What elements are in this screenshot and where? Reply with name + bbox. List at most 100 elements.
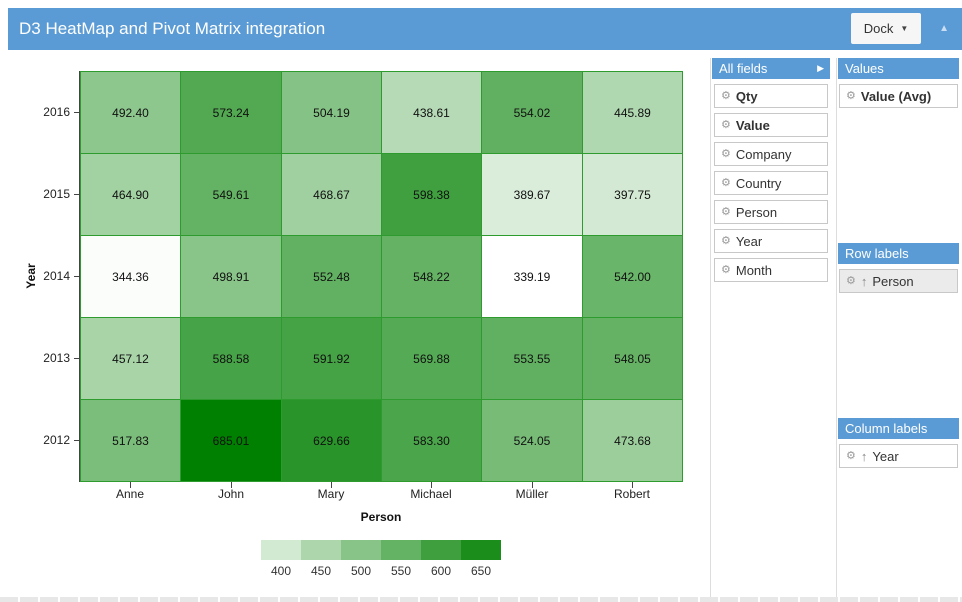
heatmap-cell: 464.90 <box>80 153 181 236</box>
x-tick-label: Müller <box>515 487 549 501</box>
heatmap-cell: 588.58 <box>180 317 282 400</box>
legend-swatch <box>421 540 461 560</box>
field-item-month[interactable]: ⚙ Month <box>714 258 828 282</box>
heatmap-cell: 344.36 <box>80 235 181 318</box>
heatmap-cell: 504.19 <box>281 71 382 154</box>
sort-ascending-icon: ↑ <box>860 273 868 289</box>
values-list: ⚙ Value (Avg) <box>838 84 959 108</box>
heatmap-cell: 517.83 <box>80 399 181 482</box>
heatmap-cell: 492.40 <box>80 71 181 154</box>
x-tick-label: Mary <box>317 487 345 501</box>
heatmap-cell: 389.67 <box>481 153 583 236</box>
expand-right-icon[interactable]: ▶ <box>817 63 824 73</box>
y-tick-label: 2013 <box>43 351 70 365</box>
heatmap-cell: 542.00 <box>582 235 683 318</box>
y-tick <box>74 440 80 441</box>
legend-swatch <box>381 540 421 560</box>
x-tick-label: Michael <box>410 487 452 501</box>
panel-divider <box>836 58 837 597</box>
field-item-label: Country <box>735 175 782 191</box>
heatmap-cell: 498.91 <box>180 235 282 318</box>
gear-icon: ⚙ <box>846 274 856 287</box>
y-tick <box>74 276 80 277</box>
heatmap-cell: 339.19 <box>481 235 583 318</box>
field-item-person[interactable]: ⚙ Person <box>714 200 828 224</box>
field-item-person[interactable]: ⚙ ↑ Person <box>839 269 958 293</box>
legend-swatch <box>261 540 301 560</box>
heatmap-cell: 569.88 <box>381 317 482 400</box>
heatmap-cell: 445.89 <box>582 71 683 154</box>
legend-swatch <box>461 540 501 560</box>
y-tick-label: 2015 <box>43 187 70 201</box>
field-item-label: Year <box>872 448 899 464</box>
sort-ascending-icon: ↑ <box>860 448 868 464</box>
values-section: Values ⚙ Value (Avg) <box>838 58 959 108</box>
legend-swatch <box>301 540 341 560</box>
values-title: Values <box>845 61 884 76</box>
gear-icon: ⚙ <box>721 234 731 247</box>
field-item-year[interactable]: ⚙ Year <box>714 229 828 253</box>
field-item-label: Company <box>735 146 792 162</box>
y-tick-label: 2016 <box>43 105 70 119</box>
y-tick <box>74 112 80 113</box>
column-labels-title: Column labels <box>845 421 928 436</box>
field-item-country[interactable]: ⚙ Country <box>714 171 828 195</box>
x-tick <box>532 482 533 488</box>
page-title: D3 HeatMap and Pivot Matrix integration <box>19 19 326 38</box>
legend-label: 600 <box>430 564 452 578</box>
title-bar: D3 HeatMap and Pivot Matrix integration … <box>8 8 962 50</box>
legend-swatch <box>341 540 381 560</box>
field-item-year[interactable]: ⚙ ↑ Year <box>839 444 958 468</box>
heatmap-cell: 629.66 <box>281 399 382 482</box>
collapse-icon[interactable]: ▲ <box>939 23 949 34</box>
heatmap-cell: 583.30 <box>381 399 482 482</box>
x-tick <box>431 482 432 488</box>
column-labels-list: ⚙ ↑ Year <box>838 444 959 468</box>
field-item-label: Person <box>872 273 914 289</box>
heatmap-cell: 468.67 <box>281 153 382 236</box>
x-tick-label: Robert <box>613 487 651 501</box>
field-item-value-avg-[interactable]: ⚙ Value (Avg) <box>839 84 958 108</box>
x-tick-label: Anne <box>115 487 145 501</box>
heatmap-cell: 553.55 <box>481 317 583 400</box>
field-item-company[interactable]: ⚙ Company <box>714 142 828 166</box>
field-item-label: Year <box>735 233 763 249</box>
heatmap-cell: 397.75 <box>582 153 683 236</box>
field-item-qty[interactable]: ⚙ Qty <box>714 84 828 108</box>
row-labels-section: Row labels ⚙ ↑ Person <box>838 243 959 293</box>
heatmap-cell: 549.61 <box>180 153 282 236</box>
field-item-value[interactable]: ⚙ Value <box>714 113 828 137</box>
gear-icon: ⚙ <box>721 176 731 189</box>
y-tick-label: 2012 <box>43 433 70 447</box>
heatmap-cell: 598.38 <box>381 153 482 236</box>
x-tick <box>130 482 131 488</box>
legend-label: 550 <box>390 564 412 578</box>
column-labels-section: Column labels ⚙ ↑ Year <box>838 418 959 468</box>
x-tick-label: John <box>217 487 245 501</box>
field-item-label: Month <box>735 262 773 278</box>
row-labels-header: Row labels <box>838 243 959 264</box>
all-fields-list: ⚙ Qty ⚙ Value ⚙ Company ⚙ Country ⚙ Person ⚙ Year ⚙ M… <box>712 84 830 282</box>
gear-icon: ⚙ <box>721 205 731 218</box>
column-labels-header: Column labels <box>838 418 959 439</box>
heatmap-cell: 457.12 <box>80 317 181 400</box>
heatmap-cell: 554.02 <box>481 71 583 154</box>
all-fields-panel: All fields ▶ ⚙ Qty ⚙ Value ⚙ Company ⚙ Country ⚙… <box>712 58 830 282</box>
values-header: Values <box>838 58 959 79</box>
chevron-down-icon: ▼ <box>900 24 909 33</box>
pivot-areas-panel: Values ⚙ Value (Avg) Row labels ⚙ ↑ Person … <box>838 58 959 597</box>
bottom-resize-strip <box>0 597 962 602</box>
legend-label: 400 <box>270 564 292 578</box>
heatmap-cell: 552.48 <box>281 235 382 318</box>
y-tick <box>74 358 80 359</box>
y-tick <box>74 194 80 195</box>
dock-button[interactable]: Dock ▼ <box>851 13 921 44</box>
dock-button-label: Dock <box>863 21 894 36</box>
row-labels-list: ⚙ ↑ Person <box>838 269 959 293</box>
panel-divider <box>710 58 711 597</box>
field-item-label: Person <box>735 204 778 220</box>
gear-icon: ⚙ <box>721 118 731 131</box>
gear-icon: ⚙ <box>721 147 731 160</box>
gear-icon: ⚙ <box>846 89 856 102</box>
x-tick <box>331 482 332 488</box>
